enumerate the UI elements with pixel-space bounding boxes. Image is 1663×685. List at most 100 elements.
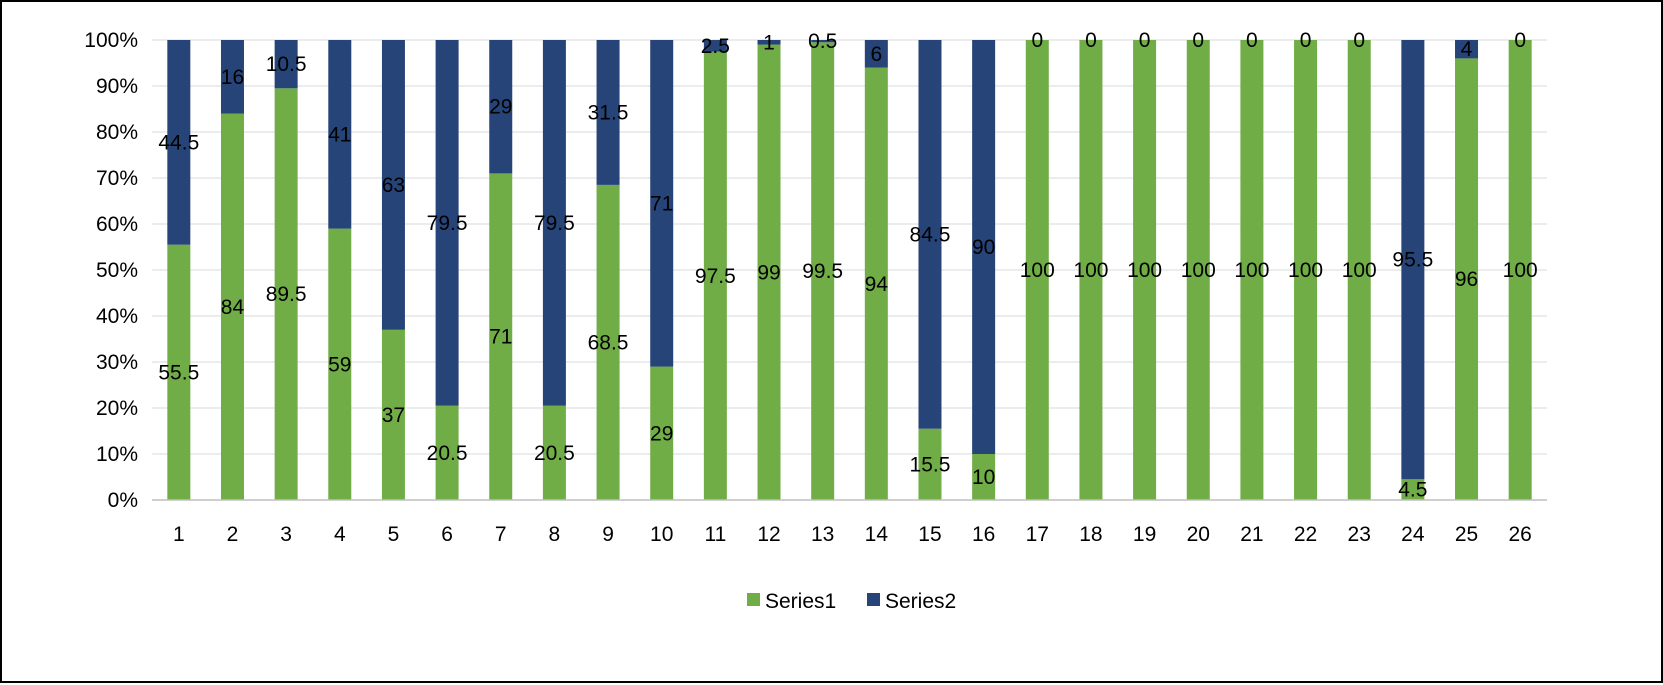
y-tick-label: 30% [96,351,138,374]
x-tick-label: 5 [388,523,400,546]
data-label-series2-cat-1: 44.5 [158,131,199,154]
bar-series1-cat-9 [596,184,620,500]
y-tick-label: 10% [96,443,138,466]
data-label-series1-cat-9: 68.5 [588,331,629,354]
bar-series1-cat-5 [381,329,405,500]
data-label-series1-cat-25: 96 [1455,268,1478,291]
bar-series1-cat-10 [650,366,674,500]
bar-series1-cat-21 [1240,40,1264,500]
legend-label-series2: Series2 [885,590,956,613]
x-tick-label: 17 [1026,523,1049,546]
bar-series2-cat-15 [918,40,942,429]
data-label-series1-cat-6: 20.5 [427,442,468,465]
y-tick-label: 100% [84,29,138,52]
data-label-series2-cat-8: 79.5 [534,212,575,235]
bar-series1-cat-24 [1401,479,1425,500]
data-label-series1-cat-5: 37 [382,404,405,427]
bar-series2-cat-25 [1455,40,1479,59]
x-tick-label: 21 [1240,523,1263,546]
y-tick-label: 20% [96,397,138,420]
data-label-series1-cat-2: 84 [221,296,245,319]
data-label-series1-cat-14: 94 [865,273,889,296]
data-label-series1-cat-4: 59 [328,353,351,376]
bar-series1-cat-8 [542,405,566,500]
data-label-series2-cat-20: 0 [1192,29,1204,52]
bar-series2-cat-3 [274,40,298,89]
x-tick-label: 6 [441,523,453,546]
bar-series2-cat-6 [435,40,459,406]
data-label-series2-cat-12: 1 [763,31,775,54]
data-label-series1-cat-26: 100 [1503,259,1538,282]
y-tick-label: 0% [108,489,138,512]
data-label-series2-cat-11: 2.5 [701,35,730,58]
data-label-series1-cat-7: 71 [489,326,512,349]
legend: Series1 Series2 [747,590,956,613]
bar-series1-cat-3 [274,88,298,501]
data-label-series1-cat-10: 29 [650,422,673,445]
data-label-series1-cat-3: 89.5 [266,283,307,306]
x-tick-label: 18 [1079,523,1102,546]
x-tick-label: 8 [549,523,561,546]
bar-series1-cat-14 [864,67,888,500]
bar-series1-cat-22 [1294,40,1318,500]
data-label-series2-cat-24: 95.5 [1392,249,1433,272]
data-label-series2-cat-25: 4 [1461,38,1473,61]
bar-series1-cat-11 [703,51,727,500]
x-tick-label: 20 [1187,523,1210,546]
bar-series1-cat-2 [220,113,244,500]
bar-series2-cat-4 [328,40,352,229]
data-label-series2-cat-3: 10.5 [266,53,307,76]
x-tick-label: 3 [280,523,292,546]
bar-series2-cat-10 [650,40,674,367]
bar-series1-cat-7 [489,173,513,500]
x-tick-label: 14 [865,523,889,546]
bar-series2-cat-13 [811,40,835,43]
data-label-series2-cat-4: 41 [328,123,351,146]
bar-series2-cat-7 [489,40,513,174]
bar-series1-cat-25 [1455,58,1479,501]
bar-series1-cat-1 [167,244,191,500]
x-tick-label: 4 [334,523,346,546]
y-tick-label: 90% [96,75,138,98]
data-label-series2-cat-10: 71 [650,192,673,215]
x-tick-label: 16 [972,523,995,546]
legend-swatch-series2 [867,593,880,606]
bar-series1-cat-23 [1347,40,1371,500]
data-label-series1-cat-19: 100 [1127,259,1162,282]
data-label-series1-cat-17: 100 [1020,259,1055,282]
data-label-series2-cat-22: 0 [1300,29,1312,52]
x-tick-label: 24 [1401,523,1425,546]
bar-series2-cat-12 [757,40,781,45]
data-label-series1-cat-12: 99 [757,261,780,284]
x-tick-label: 13 [811,523,834,546]
data-label-series2-cat-15: 84.5 [910,223,951,246]
bar-series1-cat-19 [1133,40,1157,500]
legend-swatch-series1 [747,593,760,606]
data-label-series1-cat-22: 100 [1288,259,1323,282]
bar-series1-cat-17 [1025,40,1049,500]
data-label-series2-cat-9: 31.5 [588,101,629,124]
bar-series1-cat-26 [1508,40,1532,500]
data-label-series2-cat-16: 90 [972,236,995,259]
x-tick-label: 23 [1348,523,1371,546]
bar-series1-cat-12 [757,44,781,500]
bar-series2-cat-2 [220,40,244,114]
bar-series1-cat-15 [918,428,942,500]
data-label-series2-cat-21: 0 [1246,29,1258,52]
bar-series2-cat-8 [542,40,566,406]
x-tick-label: 12 [757,523,780,546]
bar-series1-cat-20 [1186,40,1210,500]
data-label-series1-cat-21: 100 [1234,259,1269,282]
data-label-series1-cat-1: 55.5 [158,361,199,384]
bar-series2-cat-9 [596,40,620,185]
bar-series2-cat-5 [381,40,405,330]
x-tick-label: 19 [1133,523,1156,546]
data-label-series2-cat-13: 0.5 [808,30,837,53]
y-tick-label: 70% [96,167,138,190]
data-label-series1-cat-13: 99.5 [802,260,843,283]
data-label-series2-cat-2: 16 [221,66,244,89]
bar-series1-cat-16 [972,454,996,500]
bar-series1-cat-18 [1079,40,1103,500]
x-tick-label: 15 [918,523,941,546]
x-tick-label: 22 [1294,523,1317,546]
